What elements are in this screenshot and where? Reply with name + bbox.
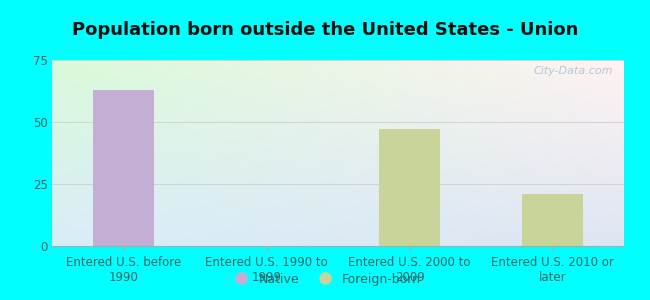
Text: Population born outside the United States - Union: Population born outside the United State… — [72, 21, 578, 39]
Text: City-Data.com: City-Data.com — [533, 66, 612, 76]
Legend: Native, Foreign-born: Native, Foreign-born — [224, 268, 426, 291]
Bar — [380, 129, 439, 246]
Bar — [523, 194, 582, 246]
Bar — [94, 90, 153, 246]
